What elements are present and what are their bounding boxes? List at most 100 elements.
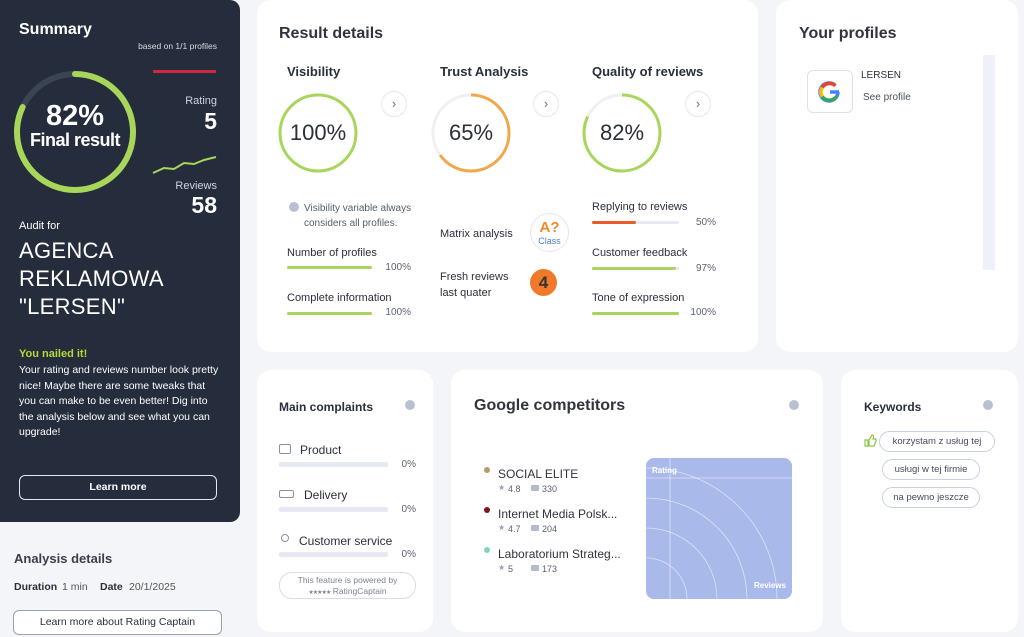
competitor-name: Internet Media Polsk... (498, 507, 618, 521)
competitor-rating: 4.7 (508, 524, 521, 534)
reviews-value: 58 (191, 192, 217, 218)
metric-value: 97% (695, 263, 716, 274)
google-icon (807, 70, 853, 113)
map-rings (646, 458, 792, 599)
metric-name: Customer feedback (592, 247, 688, 259)
metric-bar (592, 221, 636, 224)
brand-stars: ★★★★★ (308, 590, 331, 596)
audit-label: Audit for (19, 220, 60, 232)
competitor-name: SOCIAL ELITE (498, 467, 579, 481)
trust-gauge (431, 93, 511, 173)
quality-title: Quality of reviews (592, 64, 704, 79)
complaint-name: Delivery (304, 488, 348, 502)
rating-captain-button[interactable]: Learn more about Rating Captain (13, 610, 222, 635)
complaint-track (279, 507, 388, 512)
competitor-name: Laboratorium Strateg... (498, 547, 621, 561)
arrow-button[interactable]: › (381, 91, 407, 117)
metric-track (287, 312, 372, 315)
competitor-dot (484, 507, 490, 513)
truck-icon (279, 490, 294, 498)
info-icon[interactable] (405, 400, 415, 410)
star-icon: ★ (498, 563, 506, 572)
fresh-label: Fresh reviews last quater (440, 271, 509, 299)
competitor-rating: 5 (508, 564, 514, 574)
info-icon[interactable] (289, 202, 299, 212)
metric-track (592, 312, 679, 315)
metric-track (592, 221, 679, 224)
duration-value: 1 min (62, 581, 88, 593)
competitor-reviews: 204 (542, 524, 558, 534)
arrow-button[interactable]: › (685, 91, 711, 117)
info-icon[interactable] (983, 400, 993, 410)
keyword-pill[interactable]: korzystam z usług tej (879, 431, 995, 452)
company-name: AGENCA REKLAMOWA "LERSEN" (19, 238, 163, 319)
fresh-badge: 4 (530, 269, 557, 296)
gauge-arc (14, 71, 136, 193)
keyword-pill[interactable]: usługi w tej firmie (882, 459, 980, 480)
matrix-badge: A? Class (530, 213, 569, 252)
logo-arc (820, 95, 838, 102)
headline: You nailed it! (19, 348, 88, 360)
metric-name: Replying to reviews (592, 201, 688, 213)
metric-name: Tone of expression (592, 292, 685, 304)
competitor-reviews: 173 (542, 564, 558, 574)
profiles-title: Your profiles (799, 25, 897, 42)
competitor-dot (484, 467, 490, 473)
metric-bar (287, 266, 372, 269)
trust-title: Trust Analysis (440, 64, 529, 79)
complaint-track (279, 552, 388, 557)
competitor-map: Rating Reviews (646, 458, 792, 599)
info-icon[interactable] (789, 400, 799, 410)
powered-brand-row: ★★★★★ RatingCaptain (280, 586, 415, 599)
rating-label: Rating (185, 95, 217, 107)
message: Your rating and reviews number look pret… (19, 364, 219, 439)
logo-arc (819, 86, 824, 98)
result-card (257, 0, 758, 352)
profiles-card (776, 0, 1018, 352)
powered-badge[interactable]: This feature is powered by ★★★★★ RatingC… (279, 572, 416, 599)
brand-name: RatingCaptain (332, 586, 387, 596)
logo-arc (820, 81, 837, 89)
profile-link[interactable]: See profile (863, 92, 911, 103)
matrix-grade: A? (539, 219, 560, 236)
keyword-pill[interactable]: na pewno jeszcze (882, 487, 980, 508)
metric-name: Number of profiles (287, 247, 377, 259)
comment-icon (531, 485, 539, 491)
map-background (646, 458, 792, 599)
complaint-track (279, 462, 388, 467)
matrix-class: Class (538, 236, 561, 246)
keywords-card (841, 370, 1018, 632)
map-y-label: Rating (652, 466, 677, 475)
metric-value: 50% (695, 217, 716, 228)
scrollbar[interactable] (983, 55, 995, 270)
thumb-shape (864, 434, 877, 447)
complaint-value: 0% (401, 459, 416, 470)
metric-value: 100% (385, 307, 411, 318)
summary-panel: Summary based on 1/1 profiles 82% Final … (0, 0, 240, 522)
gauge-arc (278, 93, 358, 173)
complaint-value: 0% (401, 549, 416, 560)
metric-bar (592, 267, 677, 270)
sparkline (152, 156, 217, 174)
summary-title: Summary (19, 21, 92, 38)
final-gauge (14, 71, 136, 193)
learn-more-button[interactable]: Learn more (19, 475, 217, 500)
comment-icon (531, 525, 539, 531)
competitor-rating: 4.8 (508, 484, 521, 494)
competitor-dot (484, 547, 490, 553)
complaint-name: Product (300, 443, 342, 457)
metric-value: 100% (690, 307, 716, 318)
gauge-arc (431, 93, 511, 173)
metric-track (287, 266, 372, 269)
summary-basis: based on 1/1 profiles (138, 41, 217, 51)
matrix-label: Matrix analysis (440, 228, 513, 240)
star-icon: ★ (498, 483, 506, 492)
arrow-button[interactable]: › (533, 91, 559, 117)
metric-name: Complete information (287, 292, 392, 304)
visibility-percent: 100% (289, 120, 347, 145)
complaint-value: 0% (401, 504, 416, 515)
person-icon (281, 534, 289, 542)
quality-gauge (582, 93, 662, 173)
metric-track (592, 267, 679, 270)
thumbs-up-icon (864, 434, 877, 447)
